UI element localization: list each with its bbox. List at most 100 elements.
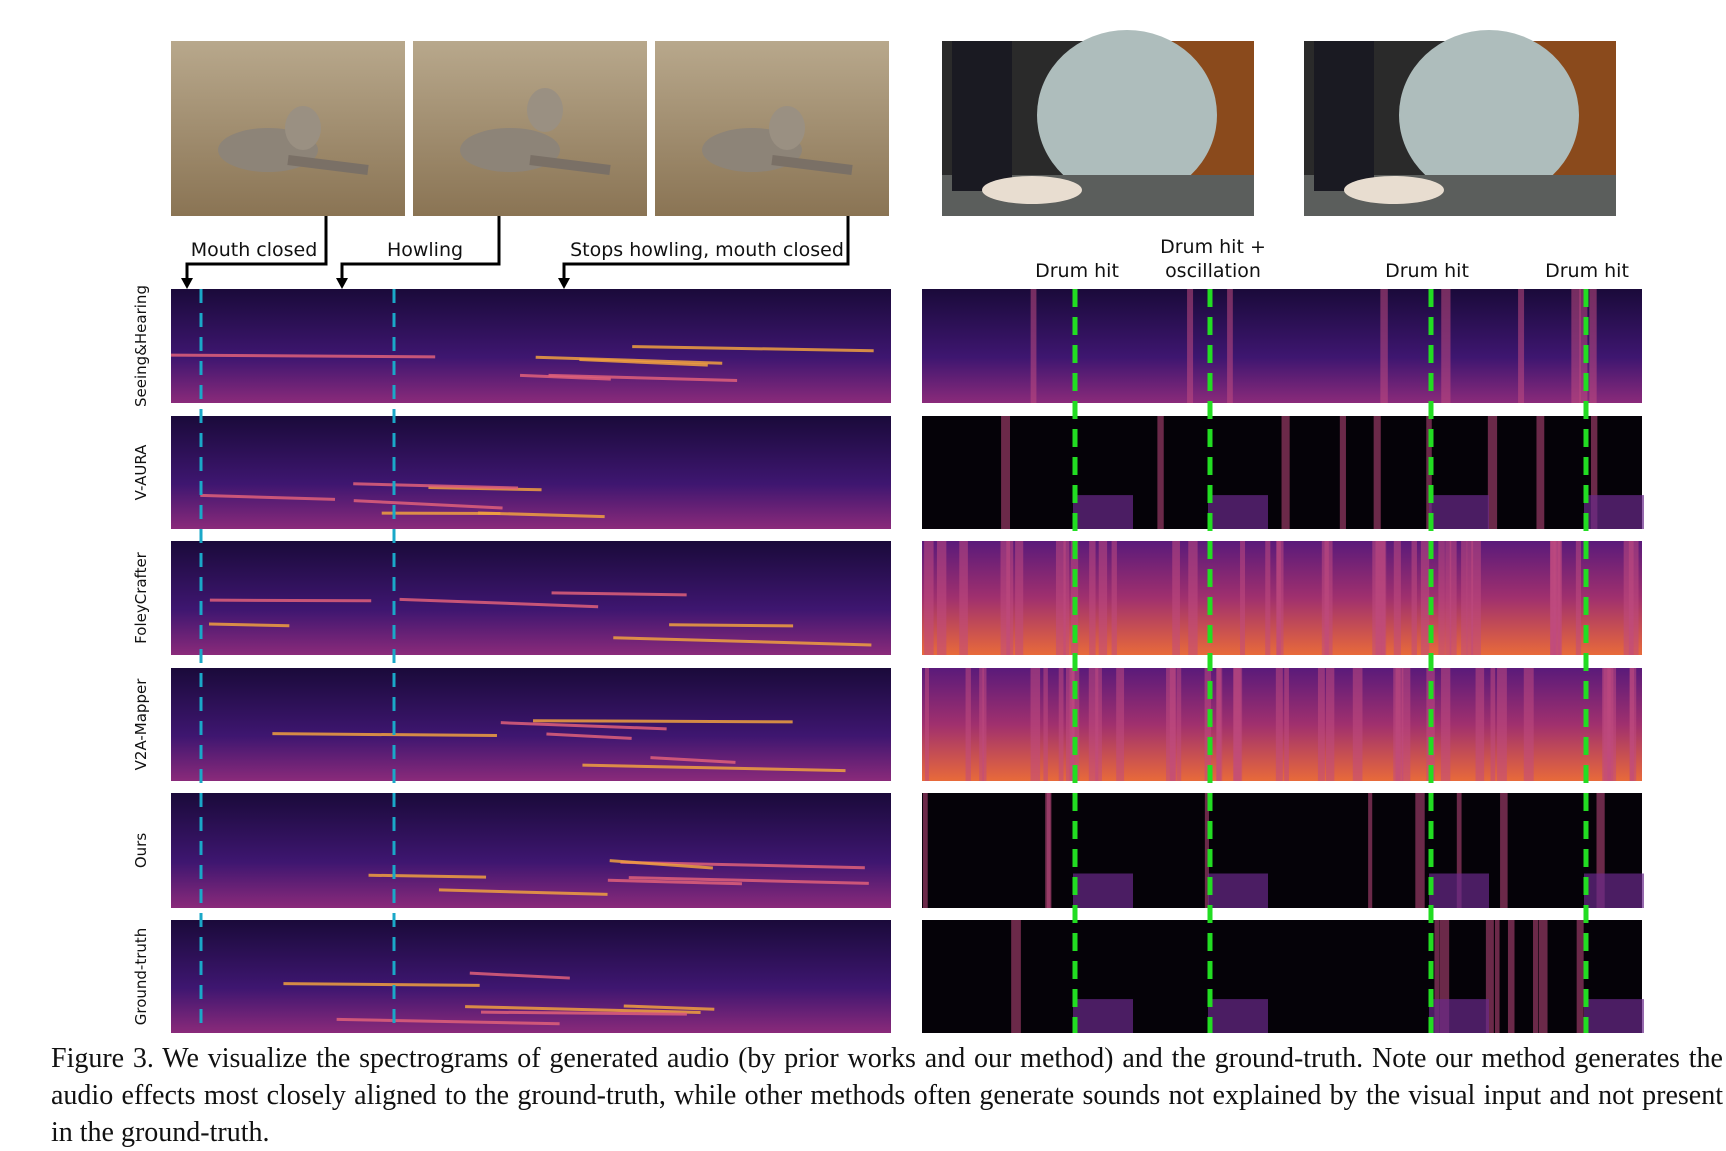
harmonic [481, 1012, 687, 1014]
row-label: Ours [132, 833, 150, 868]
onset [1089, 668, 1099, 781]
arrow-head [336, 278, 348, 289]
onset [1412, 541, 1417, 655]
onset [924, 541, 933, 655]
onset [1089, 541, 1095, 655]
onset [1394, 541, 1401, 655]
onset [1421, 541, 1429, 655]
onset [1476, 668, 1485, 781]
onset-glow [1584, 999, 1644, 1033]
photos [171, 30, 1616, 216]
onset-glow [1429, 495, 1489, 529]
onset [1188, 541, 1197, 655]
harmonic [669, 625, 793, 626]
annotation: Mouth closed [191, 239, 318, 261]
coyote-head [285, 106, 321, 150]
row-label: Ground-truth [132, 928, 150, 1026]
onset [1602, 668, 1611, 781]
harmonic [533, 721, 793, 722]
leg [1314, 41, 1374, 191]
row-label: V2A-Mapper [132, 678, 150, 771]
onset [1187, 289, 1193, 403]
onset [923, 793, 928, 908]
onset-glow [1073, 874, 1133, 909]
spectrogram [922, 793, 1642, 908]
onset [1282, 416, 1290, 529]
spectrogram [171, 289, 891, 403]
spectrograms [171, 289, 1644, 1033]
onset [1326, 668, 1334, 781]
onset [1396, 668, 1404, 781]
shoe [1344, 176, 1444, 204]
onset [1438, 541, 1445, 655]
onset [1001, 416, 1010, 529]
row-label: FoleyCrafter [132, 551, 150, 644]
coyote-head [769, 106, 805, 150]
onset [1415, 793, 1424, 908]
onset-glow [1208, 495, 1268, 529]
onset [1177, 668, 1181, 781]
onset [1047, 793, 1052, 908]
onset-glow [1429, 874, 1489, 909]
onset [1539, 920, 1548, 1033]
onset [1508, 920, 1515, 1033]
onset [1043, 668, 1047, 781]
leg [952, 41, 1012, 191]
onset [1031, 289, 1037, 403]
drum-head [1037, 30, 1217, 200]
harmonic [210, 600, 371, 601]
onset [1441, 668, 1450, 781]
onset [1380, 289, 1387, 403]
onset [1589, 289, 1596, 403]
onset [1059, 668, 1064, 781]
spectrogram [171, 793, 891, 908]
onset [1276, 541, 1283, 655]
annotation: Howling [387, 239, 463, 261]
onset-glow [1584, 495, 1644, 529]
row-label: Seeing&Hearing [132, 285, 150, 407]
onset [1497, 668, 1507, 781]
onset [1011, 920, 1021, 1033]
onset [1524, 668, 1534, 781]
onset [1381, 541, 1386, 655]
onset [1157, 416, 1163, 529]
onset-glow [1073, 999, 1133, 1033]
onset [1112, 541, 1117, 655]
onset [1015, 541, 1023, 655]
harmonic [209, 624, 289, 626]
photo [413, 41, 647, 216]
annotation: Drum hit [1035, 260, 1119, 282]
harmonic [369, 875, 487, 877]
onset [1495, 920, 1500, 1033]
onset [1372, 541, 1381, 655]
onset [1318, 668, 1325, 781]
onset-glow [1073, 495, 1133, 529]
drum-head [1399, 30, 1579, 200]
onset [966, 668, 971, 781]
onset [1099, 541, 1107, 655]
onset [1227, 289, 1233, 403]
onset [1368, 793, 1372, 908]
onset-glow [1208, 999, 1268, 1033]
shoe [982, 176, 1082, 204]
onset [1624, 541, 1634, 655]
onset [1554, 541, 1561, 655]
onset [1234, 668, 1241, 781]
annotation: oscillation [1165, 260, 1261, 282]
onset [1353, 668, 1363, 781]
onset [1461, 541, 1467, 655]
harmonic [552, 593, 687, 595]
onset [925, 668, 929, 781]
onset [1240, 541, 1245, 655]
onset [937, 541, 946, 655]
annotation: Drum hit [1385, 260, 1469, 282]
onset [1571, 289, 1580, 403]
onset [1630, 668, 1634, 781]
onset [1441, 289, 1450, 403]
onset [1031, 668, 1041, 781]
onset [1063, 541, 1069, 655]
annotation: Stops howling, mouth closed [570, 239, 844, 261]
arrow-head [558, 278, 570, 289]
onset [1216, 668, 1221, 781]
